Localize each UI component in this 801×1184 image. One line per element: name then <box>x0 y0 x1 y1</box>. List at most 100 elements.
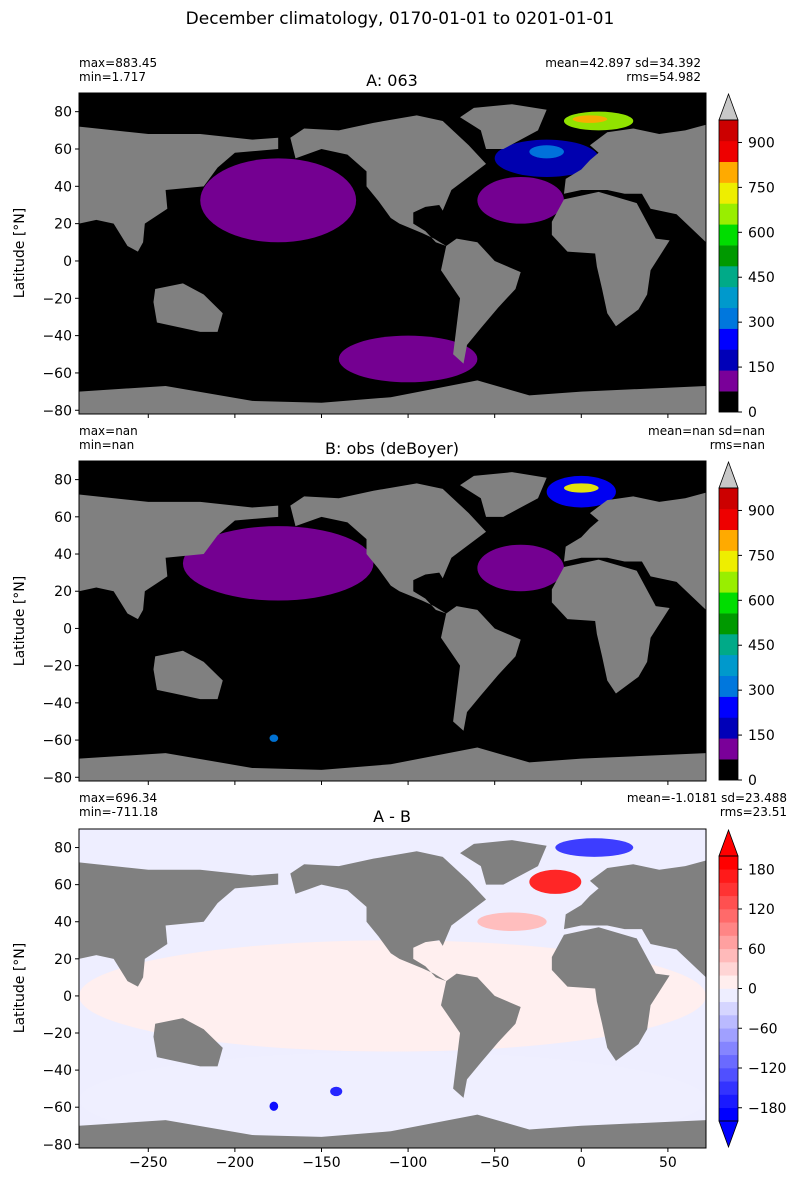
land-northAmerica <box>290 483 487 614</box>
panel-c: max=696.34 min=-711.18 mean=-1.0181 sd=2… <box>12 791 787 1171</box>
colorbar-frame <box>718 119 739 413</box>
colorbar-segment <box>719 1001 738 1016</box>
colorbar-segment <box>719 370 738 392</box>
field-patch-6 <box>330 1086 343 1097</box>
panel-a-stats-min: min=1.717 <box>79 70 146 84</box>
panel-a-title: A: 063 <box>366 71 418 90</box>
panel-b-stats-rms: rms=nan <box>710 438 765 452</box>
field-patch-4 <box>555 838 634 857</box>
ytick-label: −60 <box>42 1100 72 1116</box>
ytick-label: 60 <box>54 142 72 158</box>
ytick-label: 60 <box>54 878 72 894</box>
field-patch-5 <box>269 1101 279 1111</box>
colorbar-extend-max <box>718 92 739 121</box>
ytick-label: 20 <box>54 952 72 968</box>
field-patch-6 <box>572 115 608 123</box>
colorbar-segment <box>719 571 738 593</box>
colorbar-segment <box>719 975 738 989</box>
ytick-label: −80 <box>42 403 72 419</box>
panel-c-ylabel: Latitude [°N] <box>12 943 28 1033</box>
panel-c-yaxis: 80 60 40 20 0 −20 −40 −60 −80 <box>42 841 79 1153</box>
ytick-label: −40 <box>42 329 72 345</box>
colorbar-tick-label: 60 <box>748 942 766 958</box>
field-patch-2 <box>477 912 547 932</box>
land-australia <box>153 1018 223 1067</box>
colorbar-tick-label: 0 <box>748 773 757 789</box>
field-patch-2 <box>477 176 564 224</box>
colorbar-segment <box>719 161 738 183</box>
colorbar-segment <box>719 1041 738 1056</box>
panel-b-xaxis <box>147 781 669 785</box>
colorbar-segment <box>719 948 738 963</box>
colorbar-tick-label: 180 <box>748 862 775 878</box>
ytick-label: 0 <box>63 621 72 637</box>
colorbar-segment <box>719 349 738 371</box>
panel-b-map <box>79 461 706 781</box>
ytick-label: 80 <box>54 473 72 489</box>
colorbar-segment <box>719 488 738 510</box>
field-patch-1 <box>477 544 564 592</box>
xtick-label: −250 <box>129 1155 167 1171</box>
land-eurasia <box>563 124 706 243</box>
land-antarctica <box>79 380 706 414</box>
field-patch-1 <box>200 158 357 243</box>
panel-a-stats-max: max=883.45 <box>79 56 157 70</box>
colorbar-tick-label: 0 <box>748 405 757 421</box>
land-antarctica <box>79 1114 706 1148</box>
colorbar-tick-label: 600 <box>748 225 775 241</box>
colorbar-segment <box>719 856 738 870</box>
land-australia <box>153 283 223 332</box>
colorbar-tick-label: 750 <box>748 180 775 196</box>
colorbar-segment <box>719 634 738 656</box>
colorbar-segment <box>719 1081 738 1095</box>
land-northAmerica <box>290 851 487 982</box>
panel-c-stats-rms: rms=23.51 <box>720 805 787 819</box>
colorbar-segment <box>719 1054 738 1069</box>
land-eurasia <box>563 492 706 610</box>
panel-c-frame <box>78 828 707 1149</box>
colorbar-segment <box>719 203 738 225</box>
land-africa <box>551 191 670 327</box>
ytick-label: −40 <box>42 1063 72 1079</box>
colorbar-segment <box>719 1107 738 1122</box>
colorbar-segment <box>719 550 738 572</box>
colorbar-segment <box>719 988 738 1003</box>
land-southAmerica <box>440 606 521 731</box>
panel-c-map <box>79 829 706 1148</box>
ytick-label: 40 <box>54 915 72 931</box>
panel-b-yaxis: 80 60 40 20 0 −20 −40 −60 −80 <box>42 473 79 786</box>
ytick-label: 20 <box>54 217 72 233</box>
panel-a-stats-rms: rms=54.982 <box>626 70 701 84</box>
panel-b-stats-max: max=nan <box>79 424 138 438</box>
panel-a-map <box>79 93 706 414</box>
colorbar-segment <box>719 909 738 923</box>
ytick-label: −20 <box>42 1026 72 1042</box>
land-australia <box>153 650 223 700</box>
colorbar-segment <box>719 245 738 267</box>
land-africa <box>551 559 670 694</box>
field-patch-4 <box>269 734 279 742</box>
ytick-label: 40 <box>54 547 72 563</box>
panel-b-title: B: obs (deBoyer) <box>325 439 459 458</box>
ytick-label: −60 <box>42 733 72 749</box>
colorbar-segment <box>719 140 738 163</box>
ytick-label: −40 <box>42 696 72 712</box>
colorbar-tick-label: 120 <box>748 902 775 918</box>
xtick-label: −200 <box>216 1155 254 1171</box>
panel-a-xaxis <box>147 414 669 418</box>
colorbar-extend-max <box>718 828 739 857</box>
panel-b-stats-mean-sd: mean=nan sd=nan <box>648 424 765 438</box>
ytick-label: −60 <box>42 366 72 382</box>
land-asiaEast <box>79 494 279 620</box>
ytick-label: −80 <box>42 1137 72 1153</box>
land-greenland <box>460 472 547 517</box>
colorbar-segment <box>719 286 738 309</box>
xtick-label: 0 <box>577 1155 586 1171</box>
colorbar-tick-label: −60 <box>748 1021 778 1037</box>
panel-b: max=nan min=nan mean=nan sd=nan rms=nan … <box>12 424 775 789</box>
colorbar-segment <box>719 717 738 739</box>
xtick-label: 50 <box>659 1155 677 1171</box>
panel-a-colorbar: 0 150 300 450 600 750 900 <box>718 92 775 421</box>
colorbar-tick-label: 600 <box>748 593 775 609</box>
